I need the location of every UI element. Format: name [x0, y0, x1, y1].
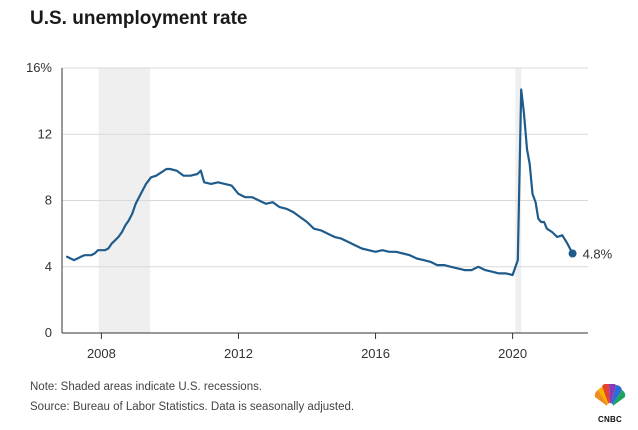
x-tick-labels: 2008 2012 2016 2020	[87, 346, 527, 361]
chart-note: Note: Shaded areas indicate U.S. recessi…	[30, 381, 263, 393]
logo-wordmark: CNBC	[598, 415, 622, 424]
peacock-logo-icon: CNBC	[592, 383, 628, 424]
chart-title: U.S. unemployment rate	[30, 8, 248, 29]
x-tick-label: 2016	[361, 346, 390, 361]
y-tick-label: 4	[45, 259, 52, 274]
series	[66, 88, 574, 277]
x-tick-label: 2020	[498, 346, 527, 361]
axes	[61, 68, 588, 339]
x-tick-label: 2012	[224, 346, 253, 361]
end-point-marker	[568, 249, 577, 258]
y-tick-label: 16%	[26, 60, 52, 75]
y-tick-labels: 0 4 8 12 16%	[26, 60, 52, 340]
chart-source: Source: Bureau of Labor Statistics. Data…	[30, 401, 355, 413]
y-tick-label: 0	[45, 325, 52, 340]
end-annotation: 4.8%	[568, 247, 613, 262]
y-tick-label: 8	[45, 193, 52, 208]
line-chart: 0 4 8 12 16% 2008 2012 2016 2020 4.8%	[26, 60, 613, 361]
series-line-0	[66, 88, 574, 277]
end-value-label: 4.8%	[583, 247, 613, 262]
x-tick-label: 2008	[87, 346, 116, 361]
gridlines	[62, 67, 588, 268]
y-tick-label: 12	[38, 126, 52, 141]
